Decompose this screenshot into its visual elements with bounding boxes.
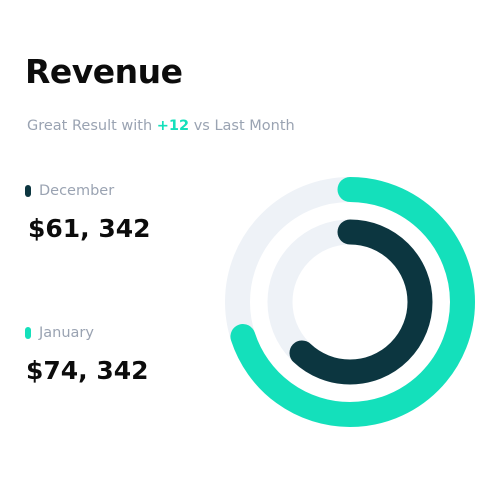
page-subtitle: Great Result with +12 vs Last Month [27,117,295,135]
legend-marker-december [25,185,31,197]
legend-label-january: January [39,325,94,341]
revenue-value-december: $61, 342 [28,214,151,243]
legend-marker-january [25,327,31,339]
subtitle-suffix: vs Last Month [189,118,295,134]
outer-ring-progress [225,177,475,427]
legend-item-december: December [25,182,114,200]
legend-item-january: January [25,324,94,342]
inner-ring-progress [267,219,433,385]
page-title: Revenue [25,52,183,91]
subtitle-highlight: +12 [156,118,190,134]
revenue-value-january: $74, 342 [26,356,149,385]
legend-label-december: December [39,183,115,199]
subtitle-prefix: Great Result with [27,118,157,134]
